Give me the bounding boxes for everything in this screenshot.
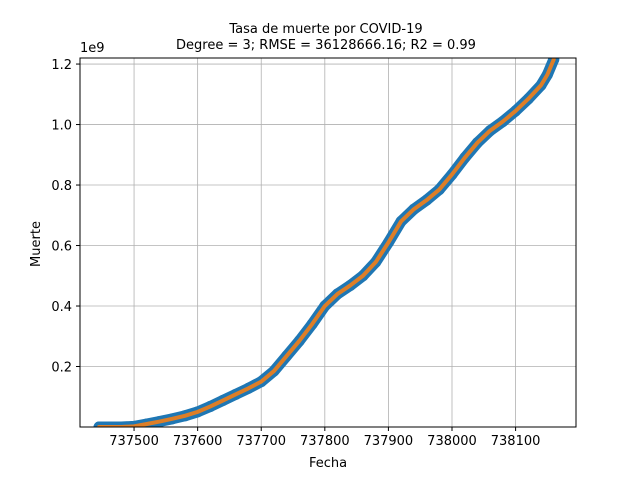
y-tick-label: 1.2 <box>51 58 72 73</box>
plot-frame <box>79 57 577 428</box>
x-tick-label: 737900 <box>364 434 414 449</box>
x-tick-label: 738000 <box>427 434 477 449</box>
y-axis-label: Muerte <box>29 221 44 267</box>
grid-layer <box>80 58 576 427</box>
y-offset-label: 1e9 <box>80 41 105 56</box>
fit-line-series-1 <box>97 58 556 427</box>
plot-layer <box>93 58 560 427</box>
x-axis-label: Fecha <box>309 456 347 471</box>
y-tick-label: 0.6 <box>51 240 72 255</box>
x-tick-label: 737700 <box>236 434 286 449</box>
chart-title: Tasa de muerte por COVID-19 <box>228 22 422 37</box>
y-tick-label: 0.2 <box>51 361 72 376</box>
x-tick-label: 737500 <box>109 434 159 449</box>
y-axis-ticks: 0.2 0.4 0.6 0.8 1.0 1.2 <box>51 58 80 376</box>
y-tick-label: 0.4 <box>51 300 72 315</box>
x-tick-label: 737600 <box>173 434 223 449</box>
x-axis-ticks: 737500 737600 737700 737800 737900 738000 7381… <box>109 427 540 449</box>
y-tick-label: 0.8 <box>51 179 72 194</box>
x-tick-label: 737800 <box>300 434 350 449</box>
x-tick-label: 738100 <box>491 434 541 449</box>
fit-line <box>97 58 556 427</box>
y-tick-label: 1.0 <box>51 119 72 134</box>
chart-subtitle: Degree = 3; RMSE = 36128666.16; R2 = 0.9… <box>176 38 476 53</box>
